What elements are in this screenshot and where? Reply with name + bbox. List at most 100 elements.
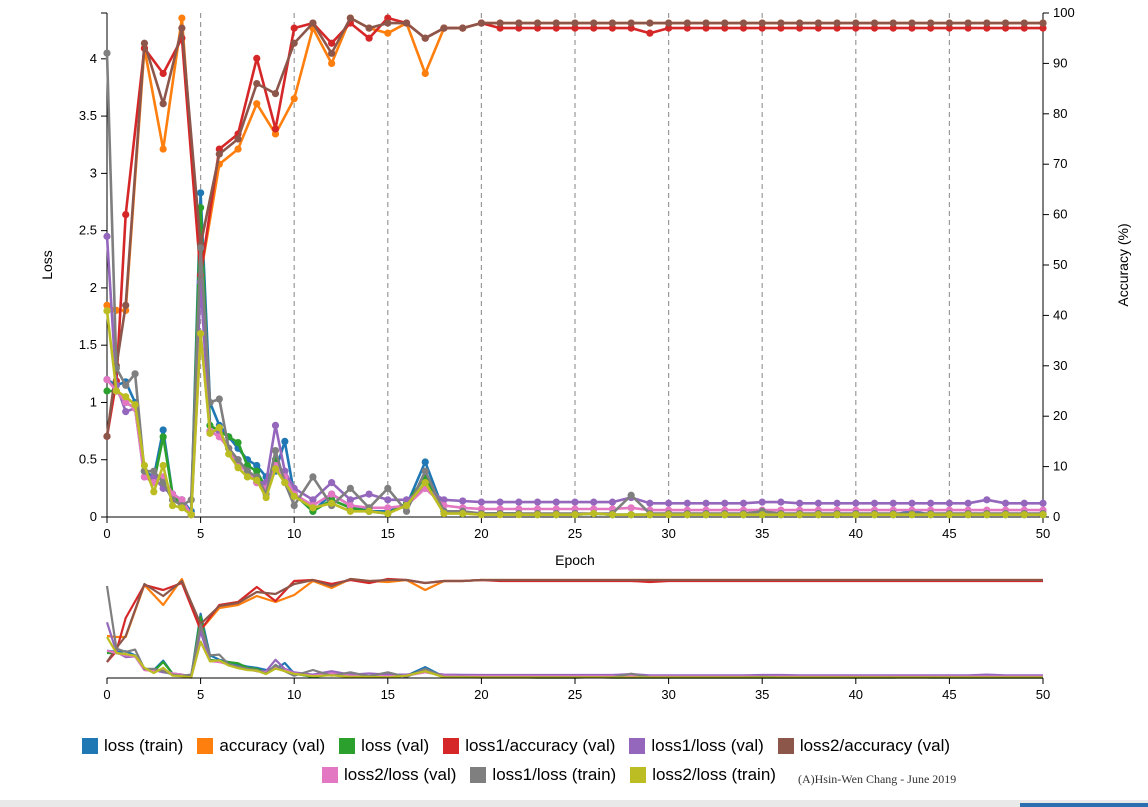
data-point[interactable] [365,24,373,32]
data-point[interactable] [627,19,635,27]
data-point[interactable] [552,24,560,32]
data-point[interactable] [384,496,392,504]
data-point[interactable] [777,511,785,519]
data-point[interactable] [271,130,280,138]
data-point[interactable] [122,398,130,407]
data-point[interactable] [103,49,111,57]
data-point[interactable] [533,498,542,506]
data-point[interactable] [646,499,654,507]
data-point[interactable] [515,511,523,519]
data-point[interactable] [159,461,167,470]
data-point[interactable] [122,211,130,219]
data-point[interactable] [927,19,935,27]
data-point[interactable] [1001,499,1010,507]
data-point[interactable] [683,499,691,507]
data-point[interactable] [103,307,111,315]
data-point[interactable] [421,34,429,42]
data-point[interactable] [421,458,429,466]
data-point[interactable] [852,24,860,32]
data-point[interactable] [683,19,691,27]
data-point[interactable] [365,34,373,42]
data-point[interactable] [833,19,841,27]
data-point[interactable] [440,509,448,518]
data-point[interactable] [178,504,186,512]
data-point[interactable] [945,19,954,27]
data-point[interactable] [1039,499,1047,507]
data-point[interactable] [477,511,485,519]
data-point[interactable] [187,511,195,519]
data-point[interactable] [533,24,542,32]
data-point[interactable] [889,24,897,32]
data-point[interactable] [140,461,149,470]
data-point[interactable] [159,145,167,153]
data-point[interactable] [796,511,804,519]
data-point[interactable] [328,490,336,498]
data-point[interactable] [253,54,261,62]
data-point[interactable] [477,498,485,506]
data-point[interactable] [178,14,186,22]
data-point[interactable] [159,100,167,108]
data-point[interactable] [665,511,673,519]
data-point[interactable] [402,501,411,510]
data-point[interactable] [758,511,766,519]
data-point[interactable] [328,479,336,487]
data-point[interactable] [150,488,158,496]
data-point[interactable] [683,24,691,32]
data-point[interactable] [384,19,392,27]
data-point[interactable] [515,498,523,506]
data-point[interactable] [908,19,916,27]
data-point[interactable] [758,24,766,32]
overview-brush-plot[interactable]: 0 5 10 15 20 25 30 35 40 45 50 [103,577,1050,702]
data-point[interactable] [440,496,448,504]
data-point[interactable] [384,484,392,492]
data-point[interactable] [889,511,897,519]
data-point[interactable] [271,465,280,473]
data-point[interactable] [234,438,242,447]
data-point[interactable] [290,501,298,510]
data-point[interactable] [533,511,542,519]
data-point[interactable] [253,100,261,108]
data-point[interactable] [402,19,411,27]
data-point[interactable] [739,511,748,519]
data-point[interactable] [1020,24,1028,32]
data-point[interactable] [964,19,972,27]
data-point[interactable] [590,498,598,506]
data-point[interactable] [346,496,354,504]
data-point[interactable] [833,511,841,519]
data-point[interactable] [646,29,654,37]
data-point[interactable] [281,479,289,487]
data-point[interactable] [440,24,448,32]
data-point[interactable] [796,19,804,27]
data-point[interactable] [683,511,691,519]
data-point[interactable] [150,467,158,475]
data-point[interactable] [496,498,504,506]
data-point[interactable] [833,499,841,507]
data-point[interactable] [608,19,617,27]
data-point[interactable] [346,507,354,515]
data-point[interactable] [721,511,729,519]
data-point[interactable] [739,19,748,27]
data-point[interactable] [309,19,317,27]
data-point[interactable] [253,79,261,88]
data-point[interactable] [721,24,729,32]
data-point[interactable] [1020,499,1028,507]
data-point[interactable] [328,49,336,57]
data-point[interactable] [178,496,186,504]
legend-item-loss1-loss-val[interactable]: loss1/loss (val) [629,736,764,756]
data-point[interactable] [908,511,916,519]
data-point[interactable] [197,330,205,338]
data-point[interactable] [384,509,392,518]
legend-item-loss2-loss-train[interactable]: loss2/loss (train) [630,765,776,785]
data-point[interactable] [122,408,130,416]
data-point[interactable] [346,14,354,22]
data-point[interactable] [515,19,523,27]
data-point[interactable] [225,450,233,458]
data-point[interactable] [253,476,261,484]
data-point[interactable] [159,479,167,487]
data-point[interactable] [1039,24,1047,32]
data-point[interactable] [103,432,111,440]
legend-item-loss1-loss-train[interactable]: loss1/loss (train) [470,765,616,785]
data-point[interactable] [215,145,223,153]
legend-item-loss1-accuracy-val[interactable]: loss1/accuracy (val) [443,736,615,756]
data-point[interactable] [271,446,280,455]
